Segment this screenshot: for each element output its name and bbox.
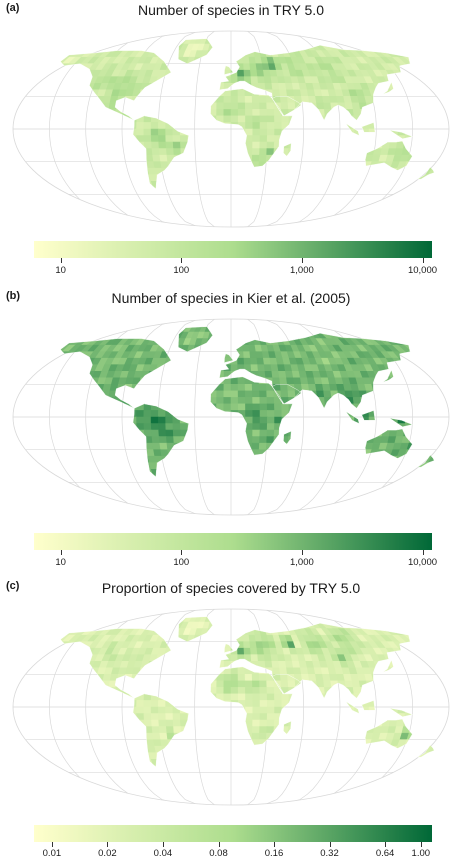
panel-label: (b) — [6, 290, 21, 302]
legend-ticks — [34, 258, 432, 263]
landmass-madagascar — [283, 430, 292, 445]
legend-tick — [420, 842, 422, 847]
panel-title: Proportion of species covered by TRY 5.0 — [101, 580, 361, 596]
landmass-arabia — [271, 674, 302, 695]
legend-tick — [181, 258, 183, 263]
landmass-greenland — [178, 616, 213, 642]
landmass-indonesia-b — [361, 700, 376, 711]
landmass-indonesia-c — [389, 129, 414, 140]
legend-tick — [60, 258, 62, 263]
landmass-australia — [365, 718, 413, 749]
legend-tick — [107, 842, 109, 847]
legend-tick-label: 1,000 — [290, 265, 314, 276]
color-legend-bar — [34, 533, 432, 550]
landmass-japan — [382, 369, 394, 383]
legend-tick-label: 100 — [173, 265, 190, 276]
legend-ticks — [34, 842, 432, 847]
legend-tick — [181, 550, 183, 555]
landmass-nz — [416, 744, 435, 758]
legend-tick-label: 10 — [55, 557, 66, 568]
landmass-greenland — [178, 326, 213, 352]
legend-tick-label: 100 — [173, 557, 190, 568]
landmass-indonesia-a — [345, 411, 360, 424]
landmass-south-america — [132, 403, 189, 478]
legend-tick-label: 0.08 — [209, 848, 228, 859]
landmass-japan — [382, 81, 394, 95]
landmass-madagascar — [283, 720, 292, 735]
legend-tick-label: 0.16 — [264, 848, 284, 859]
legend-tick — [422, 258, 424, 263]
landmass-madagascar — [283, 142, 292, 157]
landmass-europe-asia — [219, 332, 411, 409]
landmass-indonesia-a — [345, 701, 360, 714]
world-map — [12, 318, 450, 516]
legend-tick — [60, 550, 62, 555]
landmass-uk — [224, 65, 234, 75]
panel-title: Number of species in TRY 5.0 — [138, 2, 324, 18]
legend-tick — [422, 550, 424, 555]
landmass-north-america — [60, 338, 172, 409]
panel-label: (a) — [6, 2, 20, 14]
panel-label: (c) — [6, 580, 20, 592]
panel-title: Number of species in Kier et al. (2005) — [111, 290, 351, 306]
landmass-europe-asia — [219, 44, 411, 121]
landmass-north-america — [60, 628, 172, 699]
legend-tick — [301, 258, 303, 263]
landmass-africa — [210, 376, 293, 456]
legend-tick-label: 10,000 — [407, 557, 438, 568]
landmass-japan — [382, 659, 394, 673]
legend-tick — [329, 842, 331, 847]
landmass-uk — [224, 353, 234, 363]
landmass-south-america — [132, 115, 189, 190]
landmass-indonesia-b — [361, 410, 376, 421]
landmass-africa — [210, 88, 293, 168]
landmass-indonesia-b — [361, 122, 376, 133]
world-map — [12, 30, 450, 228]
landmass-arabia — [271, 384, 302, 405]
legend-tick-label: 10 — [55, 265, 66, 276]
legend-tick-label: 0.02 — [98, 848, 117, 859]
legend-tick — [51, 842, 53, 847]
color-legend-bar — [34, 241, 432, 258]
landmass-africa — [210, 666, 293, 746]
landmass-nz — [416, 166, 435, 180]
landmass-indonesia-c — [389, 417, 414, 428]
legend-ticks — [34, 550, 432, 555]
landmass-australia — [365, 140, 413, 171]
landmass-arabia — [271, 96, 302, 117]
landmass-europe-asia — [219, 622, 411, 699]
panel-a: (a) Number of species in TRY 5.0 10 100 1,… — [0, 0, 462, 290]
landmass-australia — [365, 428, 413, 459]
legend-tick — [385, 842, 387, 847]
legend-tick-label: 1,000 — [290, 557, 314, 568]
landmass-indonesia-c — [389, 707, 414, 718]
legend-tick — [301, 550, 303, 555]
legend-tick-label: 0.64 — [375, 848, 395, 859]
panel-b: (b) Number of species in Kier et al. (20… — [0, 288, 462, 578]
legend-tick-label: 1.00 — [411, 848, 431, 859]
legend-tick — [162, 842, 164, 847]
landmass-greenland — [178, 38, 213, 64]
world-map — [12, 608, 450, 806]
color-legend-bar — [34, 825, 432, 842]
legend-tick-label: 10,000 — [407, 265, 438, 276]
legend-tick-label: 0.32 — [320, 848, 339, 859]
landmass-uk — [224, 643, 234, 653]
landmass-north-america — [60, 50, 172, 121]
landmass-south-america — [132, 693, 189, 768]
panel-c: (c) Proportion of species covered by TRY… — [0, 578, 462, 861]
legend-tick-label: 0.01 — [42, 848, 62, 859]
landmass-nz — [416, 454, 435, 468]
legend-tick-label: 0.04 — [153, 848, 173, 859]
legend-tick — [274, 842, 275, 847]
landmass-indonesia-a — [345, 123, 360, 136]
legend-tick — [218, 842, 220, 847]
